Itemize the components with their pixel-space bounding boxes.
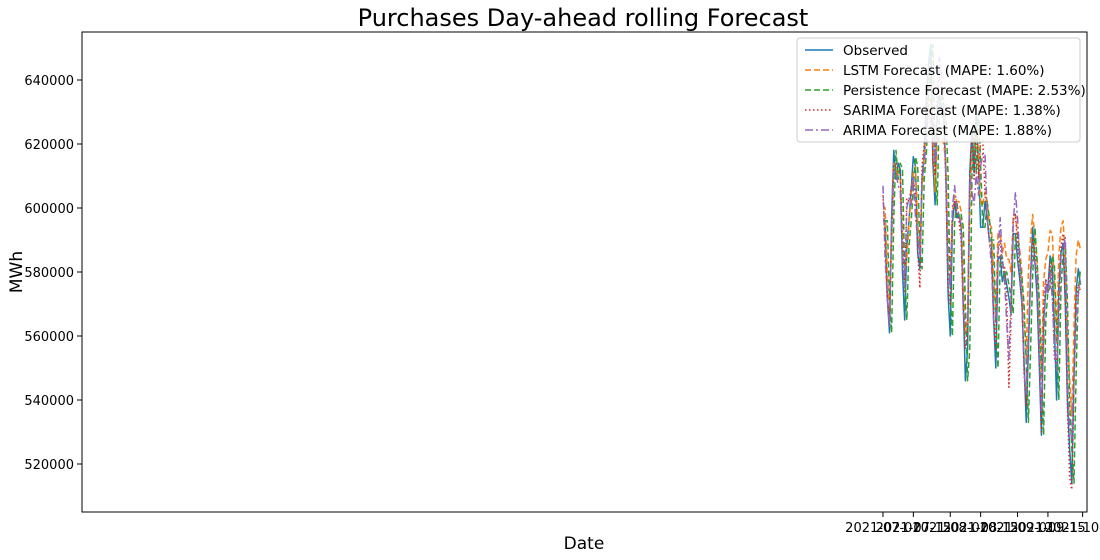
y-tick-label: 620000 (24, 138, 74, 153)
series-lines (882, 44, 1082, 491)
legend-entry: ARIMA Forecast (MAPE: 1.88%) (843, 123, 1052, 139)
series-line (883, 44, 1082, 484)
x-tick-label: 2021-07-15 (876, 521, 952, 536)
x-tick-label: 2021-09-01 (980, 521, 1056, 536)
x-tick-label: 2021-09-15 (1010, 521, 1086, 536)
x-tick-label: 2021-07-01 (845, 521, 921, 536)
legend-entry: Observed (843, 43, 908, 59)
y-tick-label: 640000 (24, 74, 74, 89)
legend-frame (796, 37, 1081, 143)
y-axis-label: MWh (7, 251, 27, 293)
legend: Observed LSTM Forecast (MAPE: 1.60%) Persi… (796, 37, 1086, 143)
y-tick-label: 540000 (24, 394, 74, 409)
x-tick-label: 2021-08-01 (912, 521, 988, 536)
x-tick-label: 2021-08-15 (943, 521, 1019, 536)
y-tick-label: 600000 (24, 202, 74, 217)
chart-title: Purchases Day-ahead rolling Forecast (358, 4, 809, 32)
y-axis: 520000 540000 560000 580000 600000 620000 6400… (24, 74, 82, 473)
legend-entry: LSTM Forecast (MAPE: 1.60%) (843, 63, 1045, 79)
series-line (882, 56, 1082, 440)
legend-entry: SARIMA Forecast (MAPE: 1.38%) (843, 103, 1061, 119)
series-line (882, 98, 1082, 417)
x-axis: 2021-07-012021-07-152021-08-012021-08-15… (845, 512, 1100, 536)
y-tick-label: 560000 (24, 330, 74, 345)
y-tick-label: 520000 (24, 458, 74, 473)
x-tick-label: 2021-10-01 (1045, 521, 1100, 536)
legend-entry: Persistence Forecast (MAPE: 2.53%) (843, 83, 1086, 99)
x-axis-label: Date (564, 534, 605, 554)
y-tick-label: 580000 (24, 266, 74, 281)
